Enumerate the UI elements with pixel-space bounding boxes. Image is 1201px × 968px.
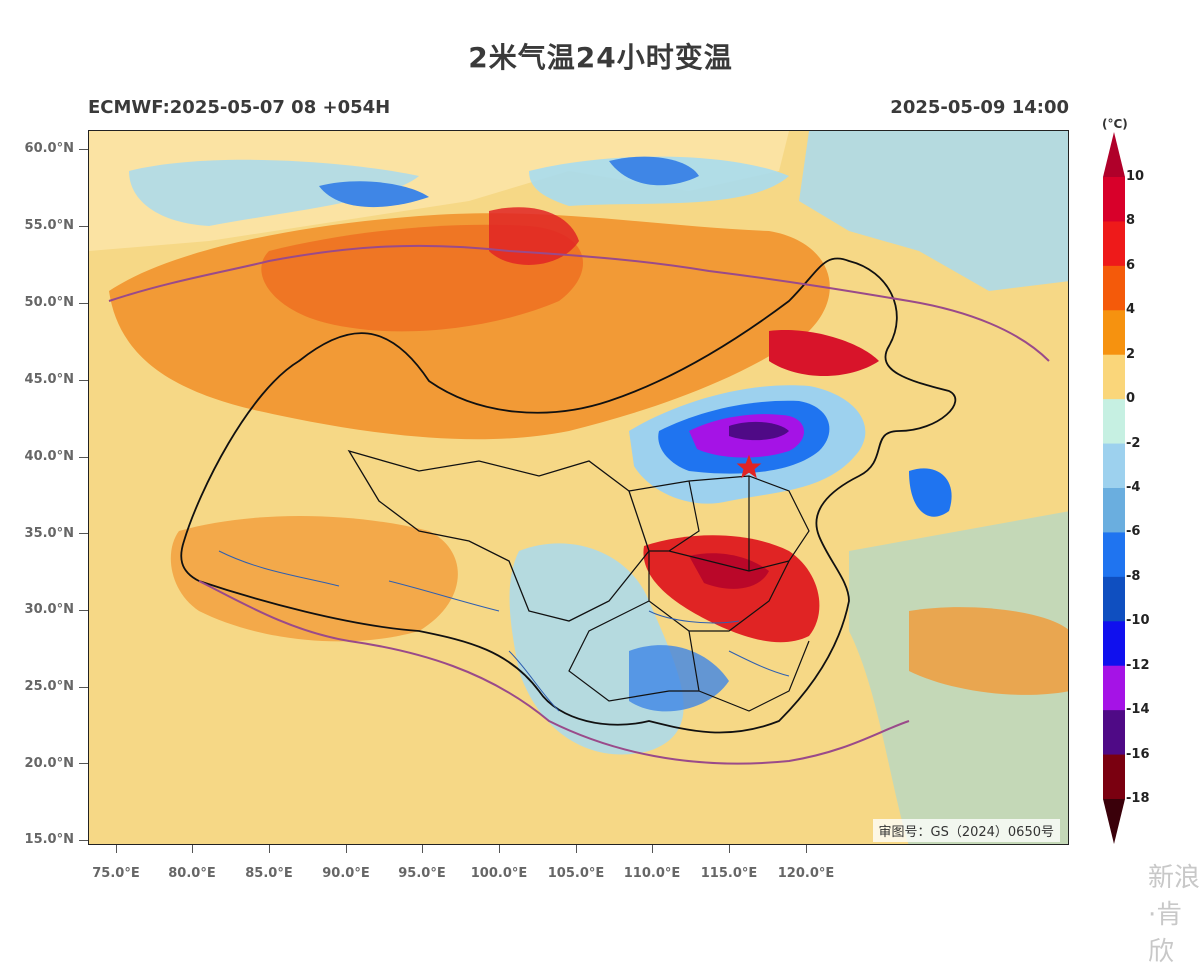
- national-border: [180, 257, 957, 734]
- southern-border: [198, 580, 910, 765]
- lon-tickmark: [116, 845, 117, 853]
- cold-patch-1: [319, 181, 429, 208]
- tibet-warm: [170, 516, 458, 642]
- lon-tick-75: 75.0°E: [92, 866, 140, 881]
- cool-region-northwest: [129, 159, 419, 226]
- lat-tick-55: 55.0°N: [24, 218, 74, 233]
- south-china-cold-patch: [629, 645, 729, 712]
- lon-tickmark: [652, 845, 653, 853]
- valid-time-label: 2025-05-09 14:00: [890, 97, 1069, 118]
- colorbar-unit: (°C): [1102, 117, 1128, 131]
- colorbar-label: 2: [1126, 346, 1136, 362]
- lat-tick-20: 20.0°N: [24, 756, 74, 771]
- colorbar-label: -8: [1126, 568, 1141, 584]
- lon-tick-100: 100.0°E: [470, 866, 528, 881]
- lat-tickmark: [79, 533, 88, 534]
- lon-tickmark: [806, 845, 807, 853]
- colorbar-band: [1103, 488, 1125, 533]
- colorbar-band: [1103, 310, 1125, 356]
- colorbar-band: [1103, 621, 1125, 667]
- colorbar-label: -10: [1126, 613, 1150, 629]
- lon-tick-110: 110.0°E: [623, 866, 681, 881]
- colorbar-label: -6: [1126, 524, 1141, 540]
- colorbar-band: [1103, 399, 1125, 445]
- map-title: 2米气温24小时变温: [468, 41, 733, 74]
- map-review-number: 审图号：GS（2024）0650号: [872, 819, 1060, 842]
- colorbar-label: -2: [1126, 435, 1141, 451]
- lon-tick-90: 90.0°E: [322, 866, 370, 881]
- rivers: [218, 550, 790, 712]
- lat-tickmark: [79, 149, 88, 150]
- province-borders-west: [347, 449, 650, 622]
- colorbar-band: [1103, 532, 1125, 578]
- colorbar-label: 8: [1126, 213, 1136, 229]
- lon-tick-105: 105.0°E: [547, 866, 605, 881]
- lon-tickmark: [729, 845, 730, 853]
- lon-tick-95: 95.0°E: [398, 866, 446, 881]
- colorbar-band: [1103, 754, 1125, 800]
- cold-patch-2: [609, 156, 699, 186]
- lon-tickmark: [499, 845, 500, 853]
- lon-tick-120: 120.0°E: [777, 866, 835, 881]
- lat-tick-35: 35.0°N: [24, 526, 74, 541]
- colorbar-band: [1103, 265, 1125, 311]
- colorbar-label: -18: [1126, 791, 1150, 806]
- colorbar-band: [1103, 443, 1125, 489]
- lat-tick-25: 25.0°N: [24, 679, 74, 694]
- lat-tick-60: 60.0°N: [24, 141, 74, 156]
- colorbar-label: -4: [1126, 480, 1141, 495]
- lat-tickmark: [79, 226, 88, 227]
- lat-tickmark: [79, 840, 88, 841]
- hot-spot-northeast: [769, 330, 879, 376]
- lat-tickmark: [79, 303, 88, 304]
- map-canvas: [89, 131, 1068, 844]
- colorbar-bottom-arrow: [1103, 799, 1125, 844]
- lat-tickmark: [79, 457, 88, 458]
- coldest-core: [729, 421, 789, 441]
- lon-tickmark: [422, 845, 423, 853]
- lat-tick-45: 45.0°N: [24, 372, 74, 387]
- lat-tick-30: 30.0°N: [24, 602, 74, 617]
- international-border: [108, 244, 1050, 362]
- colorbar-band: [1103, 576, 1125, 622]
- cool-region-northeast: [799, 131, 1068, 291]
- lon-tick-85: 85.0°E: [245, 866, 293, 881]
- lat-tickmark: [79, 380, 88, 381]
- colorbar-label: 6: [1126, 257, 1136, 273]
- colorbar-band: [1103, 177, 1125, 222]
- lat-tick-15: 15.0°N: [24, 832, 74, 847]
- lat-tickmark: [79, 687, 88, 688]
- colorbar-label: -12: [1126, 657, 1150, 673]
- lon-tickmark: [192, 845, 193, 853]
- lon-tickmark: [346, 845, 347, 853]
- colorbar: [1103, 132, 1125, 844]
- lon-tickmark: [269, 845, 270, 853]
- lat-tickmark: [79, 610, 88, 611]
- province-borders-east: [568, 475, 810, 712]
- lat-tick-40: 40.0°N: [24, 449, 74, 464]
- sea-warm-band: [909, 607, 1068, 695]
- beijing-star-icon: [736, 454, 762, 479]
- colorbar-label: -16: [1126, 746, 1150, 762]
- temperature-change-map: 审图号：GS（2024）0650号: [88, 130, 1069, 845]
- colorbar-label: 4: [1126, 302, 1136, 318]
- colorbar-label: -14: [1126, 702, 1150, 718]
- colorbar-label: 0: [1126, 391, 1136, 407]
- lon-tick-115: 115.0°E: [700, 866, 758, 881]
- lon-tickmark: [576, 845, 577, 853]
- colorbar-band: [1103, 665, 1125, 711]
- colorbar-top-arrow: [1103, 132, 1125, 177]
- colorbar-band: [1103, 354, 1125, 400]
- colorbar-band: [1103, 710, 1125, 756]
- lon-tick-80: 80.0°E: [168, 866, 216, 881]
- colorbar-band: [1103, 221, 1125, 267]
- cold-patch-korea: [909, 468, 952, 517]
- model-run-label: ECMWF:2025-05-07 08 +054H: [88, 97, 391, 118]
- colorbar-segments: [1103, 132, 1125, 844]
- lat-tick-50: 50.0°N: [24, 295, 74, 310]
- watermark-text: 新浪·肯欣: [1148, 863, 1201, 967]
- lat-tickmark: [79, 763, 88, 764]
- colorbar-label: 10: [1126, 169, 1145, 184]
